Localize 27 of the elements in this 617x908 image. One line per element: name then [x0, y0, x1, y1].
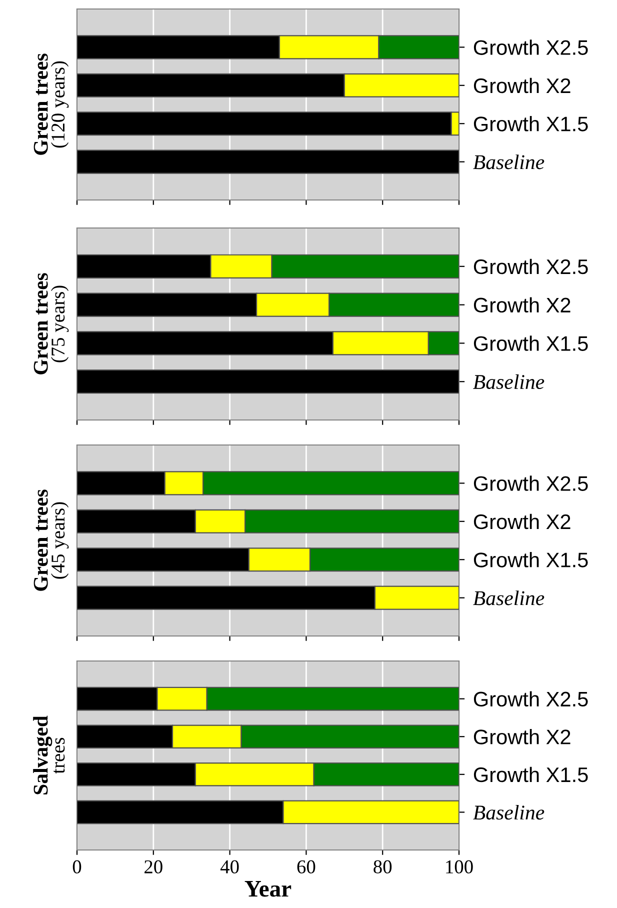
x-axis-title: Year	[244, 881, 292, 897]
x-tick-label: 100	[446, 860, 473, 874]
y-tick-label: Growth X1.5	[474, 116, 588, 132]
y-tick-label: Baseline	[473, 804, 544, 820]
y-tick-label: Baseline	[473, 154, 544, 170]
y-tick-label: Growth X2.5	[474, 258, 588, 274]
y-tick-label: Growth X2.5	[474, 476, 588, 491]
y-axis-title: Green trees (45 years)	[34, 490, 69, 591]
y-tick-label: Growth X2	[474, 729, 570, 744]
y-axis-title: Salvaged trees	[33, 716, 65, 794]
y-tick-label: Growth X2	[474, 514, 570, 530]
x-tick-label: 40	[220, 860, 239, 874]
y-tick-label: Growth X2.5	[474, 691, 588, 707]
x-tick-label: 60	[297, 860, 316, 874]
y-tick-label: Baseline	[473, 374, 544, 390]
x-tick-label: 80	[374, 860, 392, 874]
y-tick-label: Growth X1.5	[474, 766, 588, 782]
x-tick-label: 20	[144, 860, 162, 874]
y-tick-label: Growth X1.5	[474, 336, 588, 351]
y-tick-label: Growth X1.5	[474, 552, 588, 568]
y-axis-title: Green trees (120 years)	[34, 54, 69, 155]
y-tick-label: Growth X2.5	[474, 40, 588, 55]
y-tick-label: Growth X2	[474, 78, 570, 94]
y-tick-label: Growth X2	[474, 297, 570, 313]
y-tick-label: Baseline	[473, 590, 544, 606]
x-tick-label: 0	[72, 860, 82, 874]
y-axis-title: Green trees (75 years)	[34, 273, 69, 374]
